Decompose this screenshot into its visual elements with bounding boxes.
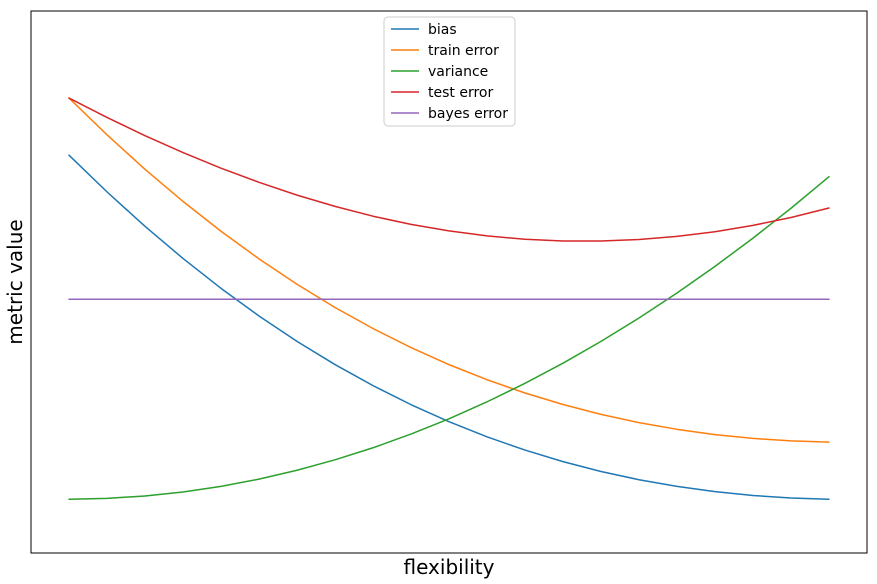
series-line-bias [68, 154, 830, 500]
legend-label-variance: variance [428, 64, 488, 80]
x-axis-label: flexibility [404, 555, 495, 579]
legend-box [383, 16, 516, 127]
legend: bias train error variance test error bayes e… [383, 16, 516, 127]
series-layer [68, 97, 830, 500]
legend-label-train-error: train error [428, 43, 499, 59]
y-axis-label: metric value [3, 219, 27, 344]
series-line-variance [68, 175, 830, 500]
series-line-train-error [68, 97, 830, 443]
legend-label-bias: bias [428, 22, 457, 38]
legend-label-bayes-error: bayes error [428, 106, 508, 122]
series-line-test-error [68, 97, 830, 242]
legend-label-test-error: test error [428, 85, 493, 101]
